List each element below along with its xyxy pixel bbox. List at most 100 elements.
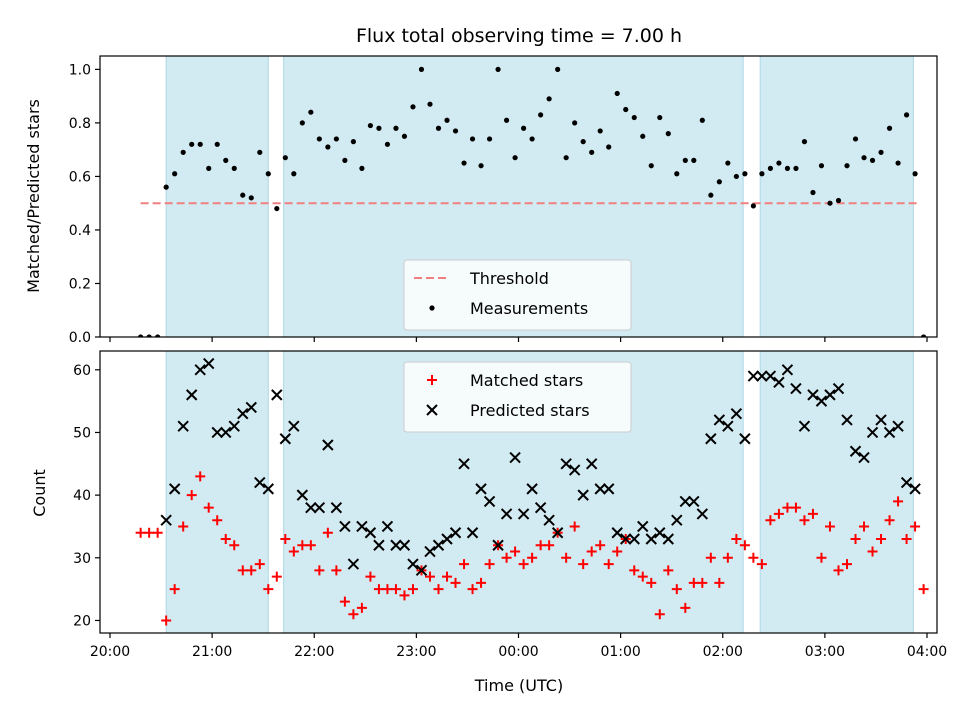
x-tick-label: 01:00 [600, 644, 640, 660]
predicted-stars-point [398, 539, 411, 551]
measurement-point [452, 128, 459, 134]
matched-stars-point [748, 552, 759, 563]
predicted-stars-point [424, 545, 436, 558]
measurement-point [538, 112, 544, 118]
predicted-stars-point [645, 533, 657, 545]
matched-stars-point [697, 577, 708, 588]
predicted-stars-point [177, 420, 189, 432]
shaded-band-3 [759, 55, 914, 338]
measurement-point [257, 149, 263, 155]
matched-stars-point [612, 546, 623, 557]
matched-stars-point [288, 546, 299, 557]
matched-stars-point [424, 571, 435, 582]
matched-stars-point [373, 584, 384, 595]
legend-label: Measurements [470, 299, 588, 318]
predicted-stars-point [679, 495, 692, 508]
matched-stars-point [901, 534, 912, 544]
matched-stars-point [663, 565, 674, 576]
predicted-stars-point [730, 407, 743, 420]
legend: Threshold Measurements [403, 259, 632, 331]
predicted-stars-point [534, 501, 547, 514]
y-tick-label: 0.8 [69, 116, 91, 132]
matched-stars-point [271, 571, 282, 582]
measurement-point [274, 205, 280, 212]
matched-stars-point [450, 577, 461, 588]
matched-stars-point [390, 584, 401, 595]
measurement-point [316, 136, 322, 142]
measurement-point [342, 157, 348, 163]
markers-layer [135, 357, 929, 626]
matched-stars-point [212, 515, 223, 526]
predicted-stars-point [203, 357, 215, 370]
predicted-stars-point [330, 501, 343, 514]
matched-stars-point [867, 546, 878, 557]
measurement-point [895, 160, 901, 166]
matched-stars-point [356, 602, 367, 613]
measurement-point [146, 334, 152, 337]
predicted-stars-point [245, 401, 257, 414]
measurement-point [546, 96, 552, 102]
matched-stars-point [824, 521, 835, 532]
matched-stars-point [527, 552, 538, 563]
matched-stars-point [722, 552, 733, 563]
measurement-point [563, 155, 569, 161]
measurement-point [835, 197, 842, 204]
predicted-stars-point [815, 395, 828, 407]
matched-stars-point [152, 527, 163, 538]
predicted-stars-point [705, 433, 717, 445]
predicted-stars-point [526, 483, 538, 495]
matched-stars-point [135, 527, 146, 538]
matched-stars-point [859, 521, 870, 532]
matched-stars-point [595, 540, 606, 551]
measurement-point [674, 171, 680, 177]
matched-stars-point [654, 609, 665, 620]
predicted-stars-point [637, 520, 649, 533]
measurement-point [240, 192, 246, 198]
measurement-point [572, 120, 578, 126]
matched-stars-point [756, 559, 767, 570]
measurement-point [759, 171, 765, 177]
predicted-stars-point [764, 370, 777, 382]
predicted-stars-point [883, 426, 896, 439]
predicted-stars-point [568, 464, 581, 476]
matched-stars-point [799, 515, 810, 526]
matched-stars-point [297, 540, 308, 551]
matched-stars-point [629, 565, 640, 576]
measurement-point [886, 125, 893, 131]
bottom-panel: Count Time (UTC) 20 30 40 50 60 20:00 21:00 22:… [30, 350, 947, 695]
measurement-point [767, 165, 774, 171]
x-tick-label: 20:00 [90, 644, 130, 660]
matched-stars-point [918, 584, 929, 595]
predicted-stars-point [271, 389, 283, 401]
y-tick-label: 40 [73, 488, 91, 504]
measurement-point [299, 120, 305, 126]
matched-stars-point [705, 552, 716, 563]
predicted-stars-point [237, 407, 249, 420]
measurement-point [401, 133, 408, 139]
matched-stars-point [263, 584, 274, 595]
predicted-stars-point [381, 520, 394, 533]
predicted-stars-point [620, 533, 632, 545]
measurement-point [750, 203, 756, 209]
measurement-point [920, 334, 927, 337]
x-tick-label: 22:00 [294, 644, 334, 660]
matched-stars-point [910, 521, 921, 532]
predicted-stars-point [185, 389, 198, 401]
predicted-stars-point [262, 483, 275, 495]
bottom-plot-area: 20 30 40 50 60 20:00 21:00 22:00 23:00 00:00 01:00… [73, 350, 947, 660]
measurement-point [231, 165, 237, 171]
predicted-stars-point [798, 420, 811, 432]
matched-stars-point [280, 534, 291, 544]
measurement-point [903, 112, 910, 118]
x-tick-label: 00:00 [498, 644, 538, 660]
predicted-stars-point [628, 533, 640, 545]
predicted-stars-point [322, 439, 334, 451]
measurement-point [469, 136, 476, 142]
predicted-stars-point [866, 426, 879, 439]
predicted-stars-point [356, 520, 368, 533]
measurement-point [657, 114, 663, 121]
markers-layer [138, 66, 927, 337]
measurement-point [265, 171, 271, 177]
measurement-point [606, 144, 612, 150]
